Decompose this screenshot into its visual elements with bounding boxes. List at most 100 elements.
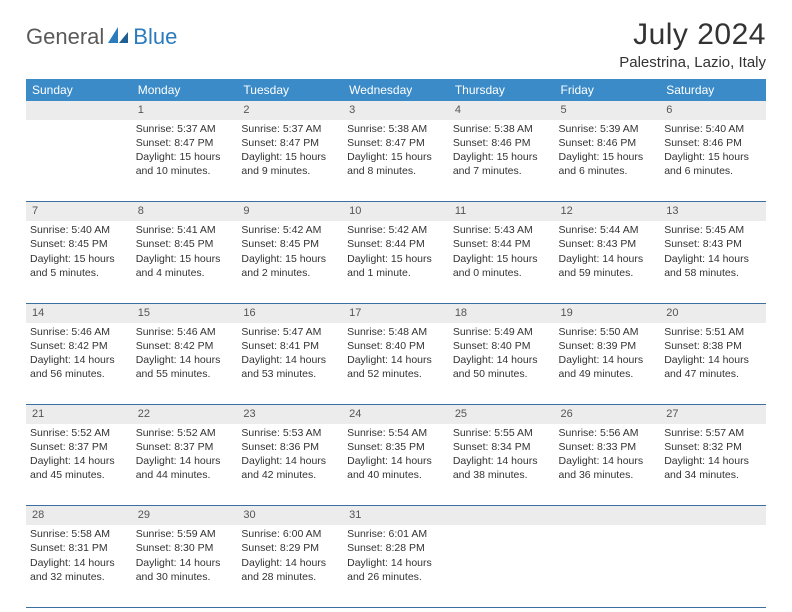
daylight-line: Daylight: 15 hours and 4 minutes. bbox=[136, 252, 234, 280]
sunset-line: Sunset: 8:39 PM bbox=[559, 339, 657, 353]
calendar-week-row: Sunrise: 5:40 AMSunset: 8:45 PMDaylight:… bbox=[26, 221, 766, 303]
day-number-cell: 19 bbox=[555, 303, 661, 322]
sunset-line: Sunset: 8:33 PM bbox=[559, 440, 657, 454]
daylight-line: Daylight: 15 hours and 6 minutes. bbox=[664, 150, 762, 178]
day-number-row: 78910111213 bbox=[26, 202, 766, 221]
calendar-day-cell: Sunrise: 5:45 AMSunset: 8:43 PMDaylight:… bbox=[660, 221, 766, 303]
daylight-line: Daylight: 15 hours and 8 minutes. bbox=[347, 150, 445, 178]
sunset-line: Sunset: 8:30 PM bbox=[136, 541, 234, 555]
calendar-day-cell: Sunrise: 5:44 AMSunset: 8:43 PMDaylight:… bbox=[555, 221, 661, 303]
daylight-line: Daylight: 15 hours and 0 minutes. bbox=[453, 252, 551, 280]
daylight-line: Daylight: 14 hours and 50 minutes. bbox=[453, 353, 551, 381]
sunrise-line: Sunrise: 6:01 AM bbox=[347, 527, 445, 541]
sunset-line: Sunset: 8:41 PM bbox=[241, 339, 339, 353]
calendar-day-cell: Sunrise: 5:47 AMSunset: 8:41 PMDaylight:… bbox=[237, 323, 343, 405]
day-number-cell: 2 bbox=[237, 101, 343, 120]
sunrise-line: Sunrise: 5:54 AM bbox=[347, 426, 445, 440]
day-number-row: 21222324252627 bbox=[26, 405, 766, 424]
sunset-line: Sunset: 8:37 PM bbox=[30, 440, 128, 454]
calendar-table: Sunday Monday Tuesday Wednesday Thursday… bbox=[26, 79, 766, 608]
calendar-day-cell: Sunrise: 5:57 AMSunset: 8:32 PMDaylight:… bbox=[660, 424, 766, 506]
daylight-line: Daylight: 14 hours and 38 minutes. bbox=[453, 454, 551, 482]
calendar-day-cell: Sunrise: 6:00 AMSunset: 8:29 PMDaylight:… bbox=[237, 525, 343, 607]
calendar-day-cell: Sunrise: 5:40 AMSunset: 8:46 PMDaylight:… bbox=[660, 120, 766, 202]
sunrise-line: Sunrise: 5:46 AM bbox=[136, 325, 234, 339]
location-text: Palestrina, Lazio, Italy bbox=[619, 54, 766, 71]
calendar-day-cell: Sunrise: 5:59 AMSunset: 8:30 PMDaylight:… bbox=[132, 525, 238, 607]
sunrise-line: Sunrise: 5:40 AM bbox=[664, 122, 762, 136]
sunrise-line: Sunrise: 5:45 AM bbox=[664, 223, 762, 237]
day-number-cell: 10 bbox=[343, 202, 449, 221]
day-number-cell: 13 bbox=[660, 202, 766, 221]
calendar-week-row: Sunrise: 5:46 AMSunset: 8:42 PM Daylight:… bbox=[26, 323, 766, 405]
day-number-cell: 24 bbox=[343, 405, 449, 424]
calendar-week-row: Sunrise: 5:58 AMSunset: 8:31 PMDaylight:… bbox=[26, 525, 766, 607]
daylight-line: Daylight: 15 hours and 10 minutes. bbox=[136, 150, 234, 178]
daylight-line: Daylight: 14 hours and 42 minutes. bbox=[241, 454, 339, 482]
daylight-line: Daylight: 14 hours and 34 minutes. bbox=[664, 454, 762, 482]
sunset-line: Sunset: 8:44 PM bbox=[347, 237, 445, 251]
sunrise-line: Sunrise: 5:48 AM bbox=[347, 325, 445, 339]
day-number-cell: 22 bbox=[132, 405, 238, 424]
calendar-day-cell: Sunrise: 5:42 AMSunset: 8:45 PMDaylight:… bbox=[237, 221, 343, 303]
sunset-line: Sunset: 8:38 PM bbox=[664, 339, 762, 353]
calendar-day-cell bbox=[449, 525, 555, 607]
day-number-cell: 20 bbox=[660, 303, 766, 322]
sunset-line: Sunset: 8:28 PM bbox=[347, 541, 445, 555]
daylight-line: Daylight: 14 hours and 56 minutes. bbox=[30, 353, 128, 381]
calendar-day-cell: Sunrise: 5:37 AMSunset: 8:47 PMDaylight:… bbox=[132, 120, 238, 202]
logo-text-general: General bbox=[26, 24, 104, 50]
sunrise-line: Sunrise: 5:55 AM bbox=[453, 426, 551, 440]
logo-sail-icon bbox=[108, 26, 130, 49]
daylight-line: Daylight: 14 hours and 47 minutes. bbox=[664, 353, 762, 381]
sunset-line: Sunset: 8:42 PM bbox=[136, 339, 234, 353]
calendar-day-cell: Sunrise: 5:46 AMSunset: 8:42 PMDaylight:… bbox=[132, 323, 238, 405]
daylight-line: Daylight: 14 hours and 36 minutes. bbox=[559, 454, 657, 482]
day-number-cell: 12 bbox=[555, 202, 661, 221]
day-number-cell: 31 bbox=[343, 506, 449, 525]
sunset-line: Sunset: 8:40 PM bbox=[347, 339, 445, 353]
sunset-line: Sunset: 8:47 PM bbox=[241, 136, 339, 150]
calendar-day-cell: Sunrise: 5:51 AMSunset: 8:38 PMDaylight:… bbox=[660, 323, 766, 405]
sunrise-line: Sunrise: 5:47 AM bbox=[241, 325, 339, 339]
sunset-line: Sunset: 8:36 PM bbox=[241, 440, 339, 454]
weekday-header: Saturday bbox=[660, 79, 766, 101]
day-number-cell: 27 bbox=[660, 405, 766, 424]
daylight-line: Daylight: 15 hours and 5 minutes. bbox=[30, 252, 128, 280]
day-number-cell: 17 bbox=[343, 303, 449, 322]
calendar-day-cell: Sunrise: 5:48 AMSunset: 8:40 PMDaylight:… bbox=[343, 323, 449, 405]
calendar-day-cell: Sunrise: 5:46 AMSunset: 8:42 PMDaylight:… bbox=[26, 323, 132, 405]
sunrise-line: Sunrise: 5:39 AM bbox=[559, 122, 657, 136]
day-number-cell: 14 bbox=[26, 303, 132, 322]
day-number-cell: 7 bbox=[26, 202, 132, 221]
sunset-line: Sunset: 8:44 PM bbox=[453, 237, 551, 251]
day-number-cell: 29 bbox=[132, 506, 238, 525]
calendar-day-cell: Sunrise: 6:01 AMSunset: 8:28 PMDaylight:… bbox=[343, 525, 449, 607]
day-number-cell bbox=[660, 506, 766, 525]
sunset-line: Sunset: 8:31 PM bbox=[30, 541, 128, 555]
day-number-cell: 25 bbox=[449, 405, 555, 424]
weekday-header: Sunday bbox=[26, 79, 132, 101]
weekday-header: Wednesday bbox=[343, 79, 449, 101]
sunset-line: Sunset: 8:46 PM bbox=[559, 136, 657, 150]
daylight-line: Daylight: 15 hours and 7 minutes. bbox=[453, 150, 551, 178]
sunrise-line: Sunrise: 5:44 AM bbox=[559, 223, 657, 237]
day-number-cell: 23 bbox=[237, 405, 343, 424]
calendar-day-cell: Sunrise: 5:53 AMSunset: 8:36 PMDaylight:… bbox=[237, 424, 343, 506]
day-number-cell: 1 bbox=[132, 101, 238, 120]
calendar-day-cell: Sunrise: 5:58 AMSunset: 8:31 PMDaylight:… bbox=[26, 525, 132, 607]
calendar-day-cell bbox=[26, 120, 132, 202]
day-number-cell: 30 bbox=[237, 506, 343, 525]
calendar-day-cell: Sunrise: 5:54 AMSunset: 8:35 PMDaylight:… bbox=[343, 424, 449, 506]
calendar-day-cell: Sunrise: 5:40 AMSunset: 8:45 PMDaylight:… bbox=[26, 221, 132, 303]
day-number-cell: 18 bbox=[449, 303, 555, 322]
calendar-day-cell: Sunrise: 5:52 AMSunset: 8:37 PMDaylight:… bbox=[26, 424, 132, 506]
sunrise-line: Sunrise: 5:49 AM bbox=[453, 325, 551, 339]
title-block: July 2024 Palestrina, Lazio, Italy bbox=[619, 18, 766, 71]
sunset-line: Sunset: 8:43 PM bbox=[559, 237, 657, 251]
sunrise-line: Sunrise: 5:57 AM bbox=[664, 426, 762, 440]
weekday-header: Friday bbox=[555, 79, 661, 101]
daylight-line: Daylight: 14 hours and 53 minutes. bbox=[241, 353, 339, 381]
weekday-header-row: Sunday Monday Tuesday Wednesday Thursday… bbox=[26, 79, 766, 101]
daylight-line: Daylight: 14 hours and 40 minutes. bbox=[347, 454, 445, 482]
